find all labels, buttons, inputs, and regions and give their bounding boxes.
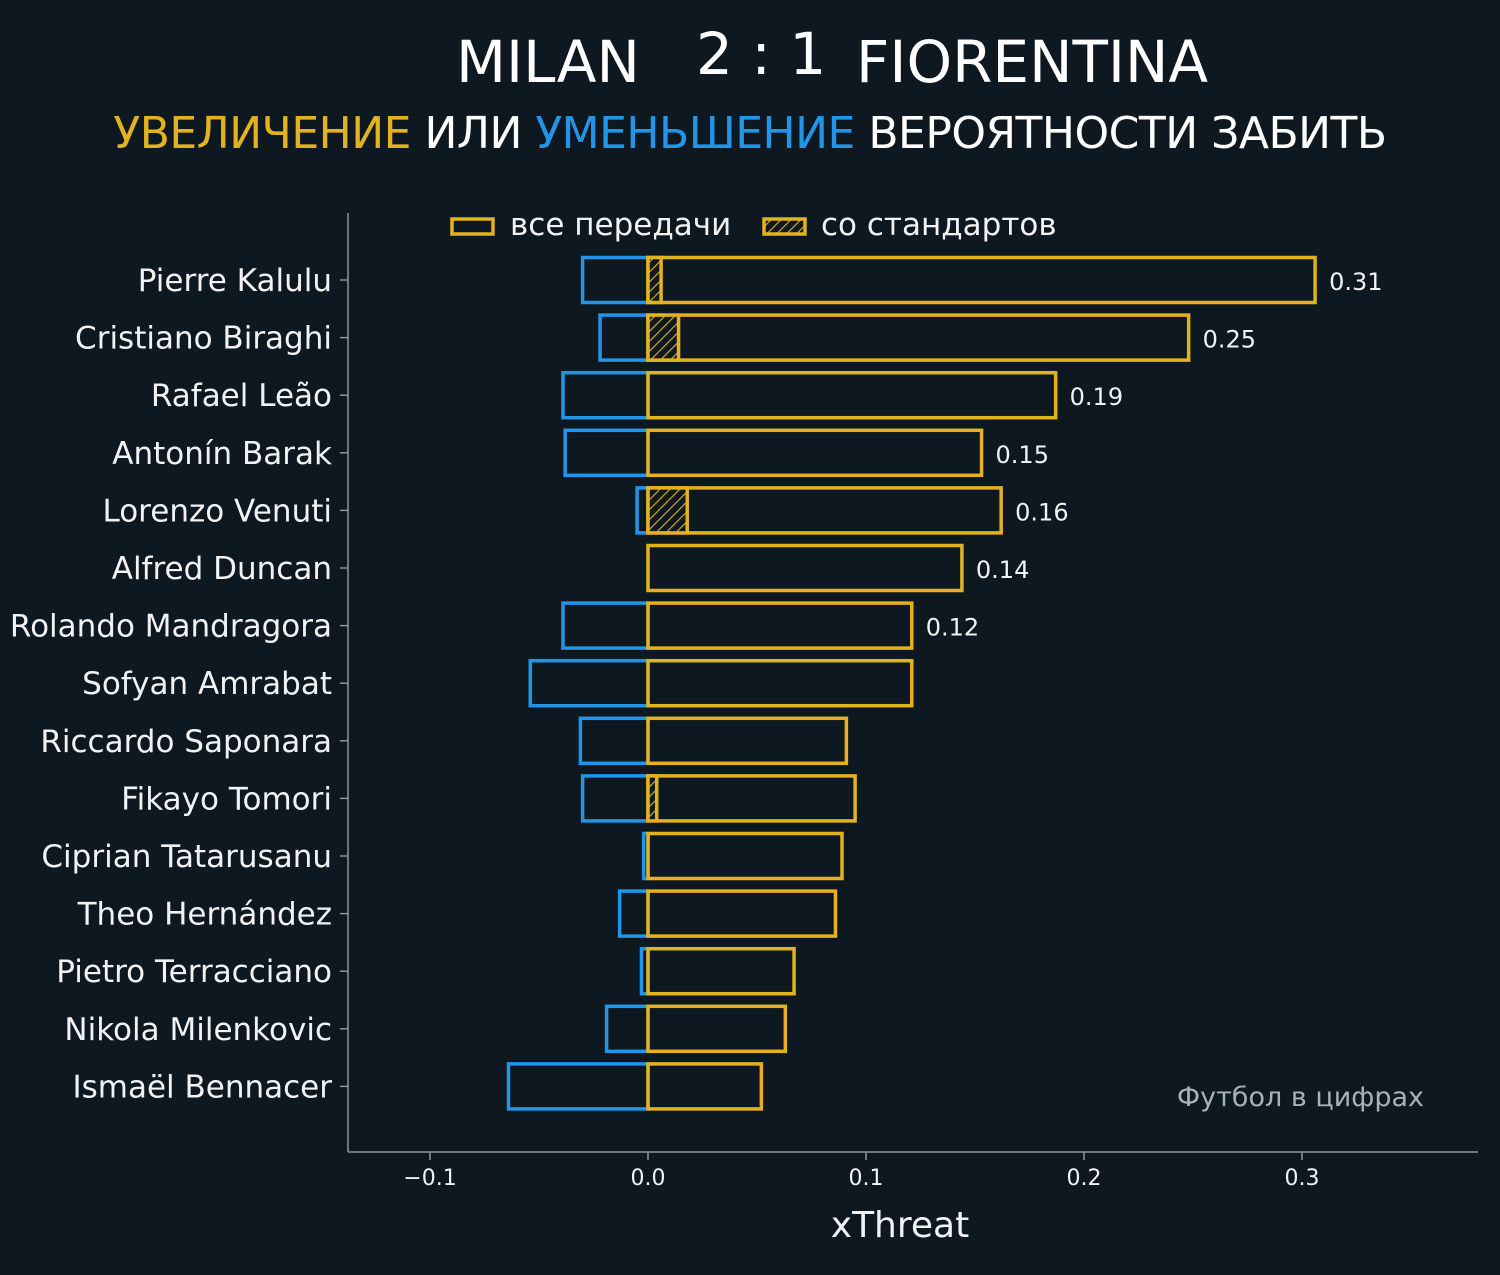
bar-decrease xyxy=(580,774,650,823)
bar-decrease xyxy=(561,601,650,650)
bar-increase xyxy=(646,601,914,650)
x-tick-label: 0.2 xyxy=(1067,1166,1102,1191)
bar-increase xyxy=(646,889,838,938)
bar-increase xyxy=(646,716,849,766)
bar-set-piece xyxy=(646,313,681,362)
data-label: 0.19 xyxy=(1070,383,1123,411)
player-label: Nikola Milenkovic xyxy=(64,1012,332,1048)
away-team: FIORENTINA xyxy=(856,28,1209,96)
x-tick-label: 0.0 xyxy=(631,1166,666,1191)
bar-decrease xyxy=(563,428,650,478)
bar-increase xyxy=(646,543,964,593)
bar-decrease xyxy=(604,1004,650,1054)
bar-increase xyxy=(646,658,914,708)
bar-increase xyxy=(646,831,844,881)
data-label: 0.31 xyxy=(1329,268,1382,296)
subtitle-decrease: УМЕНЬШЕНИЕ xyxy=(535,108,855,159)
player-label: Antonín Barak xyxy=(112,436,332,472)
legend-label-all-passes: все передачи xyxy=(510,207,731,243)
player-label: Fikayo Tomori xyxy=(121,781,332,817)
bar-set-piece xyxy=(646,255,663,305)
data-label: 0.16 xyxy=(1015,498,1068,526)
data-label: 0.12 xyxy=(926,614,979,642)
bar-decrease xyxy=(598,313,650,362)
subtitle-increase: УВЕЛИЧЕНИЕ xyxy=(113,108,411,159)
player-label: Ismaël Bennacer xyxy=(72,1069,332,1105)
y-ticks: Pierre Kalulu Cristiano Biraghi Rafael Leã… xyxy=(10,263,348,1105)
bar-increase xyxy=(646,1062,764,1111)
bar-decrease xyxy=(578,716,650,766)
data-labels: 0.31 0.25 0.19 0.15 0.16 0.14 0.12 xyxy=(926,268,1383,642)
bar-increase xyxy=(646,1004,788,1054)
bar-increase xyxy=(646,774,857,823)
bar-increase xyxy=(646,313,1191,362)
player-label: Pietro Terracciano xyxy=(56,954,332,990)
chart-subtitle: УВЕЛИЧЕНИЕ ИЛИ УМЕНЬШЕНИЕ ВЕРОЯТНОСТИ ЗА… xyxy=(0,108,1500,159)
bar-decrease xyxy=(617,889,650,938)
match-score: 2 : 1 xyxy=(696,20,827,88)
bars xyxy=(506,255,1317,1111)
x-tick-label: 0.1 xyxy=(849,1166,884,1191)
subtitle-or: ИЛИ xyxy=(410,108,536,159)
legend-label-set-pieces: со стандартов xyxy=(821,207,1057,243)
player-label: Rolando Mandragora xyxy=(10,609,332,645)
player-label: Sofyan Amrabat xyxy=(82,666,332,702)
bar-increase xyxy=(646,255,1317,305)
bar-decrease xyxy=(580,255,650,305)
player-label: Lorenzo Venuti xyxy=(102,493,332,529)
subtitle-rest: ВЕРОЯТНОСТИ ЗАБИТЬ xyxy=(854,108,1387,159)
watermark: Футбол в цифрах xyxy=(1177,1082,1424,1113)
x-tick-label: −0.1 xyxy=(403,1166,456,1191)
player-label: Pierre Kalulu xyxy=(138,263,332,299)
chart-title: MILAN 2 : 1 FIORENTINA xyxy=(0,20,1500,108)
bar-increase xyxy=(646,428,984,478)
player-label: Theo Hernández xyxy=(77,897,332,933)
legend-swatch-set-pieces xyxy=(762,217,807,236)
home-team: MILAN xyxy=(456,28,640,96)
player-label: Alfred Duncan xyxy=(112,551,332,587)
player-label: Rafael Leão xyxy=(151,378,332,414)
data-label: 0.15 xyxy=(996,441,1049,469)
bar-decrease xyxy=(528,658,650,708)
bar-decrease xyxy=(506,1062,650,1111)
x-ticks: −0.1 0.0 0.1 0.2 0.3 xyxy=(403,1152,1320,1191)
legend-swatch-all-passes xyxy=(450,217,495,236)
player-label: Riccardo Saponara xyxy=(40,724,332,760)
player-label: Ciprian Tatarusanu xyxy=(41,839,332,875)
bar-set-piece xyxy=(646,486,689,535)
bar-decrease xyxy=(561,370,650,420)
bar-set-piece xyxy=(646,774,659,823)
data-label: 0.25 xyxy=(1203,326,1256,354)
bar-increase xyxy=(646,486,1003,535)
data-label: 0.14 xyxy=(976,556,1029,584)
bar-increase xyxy=(646,946,796,996)
x-axis-label: xThreat xyxy=(831,1205,969,1246)
legend: все передачи со стандартов xyxy=(450,207,1057,243)
bar-increase xyxy=(646,370,1058,420)
x-tick-label: 0.3 xyxy=(1285,1166,1320,1191)
player-label: Cristiano Biraghi xyxy=(75,321,332,357)
